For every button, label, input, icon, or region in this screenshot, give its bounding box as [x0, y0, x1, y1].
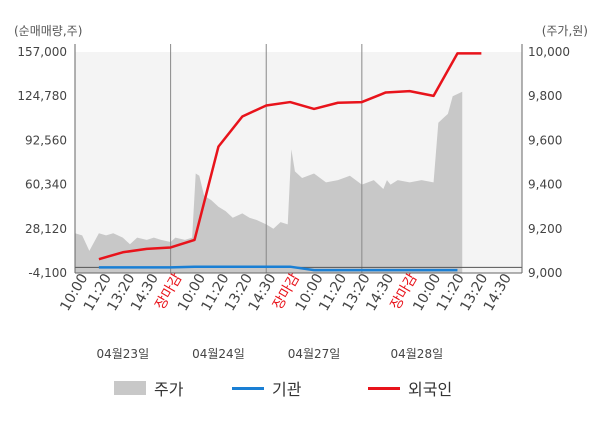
right-tick-label: 9,400 — [528, 178, 562, 192]
left-tick-label: 124,780 — [17, 89, 67, 103]
right-tick-label: 9,000 — [528, 266, 562, 280]
series-line-institution — [98, 265, 458, 272]
legend-label-institution: 기관 — [272, 380, 302, 399]
left-tick-label: 92,560 — [25, 133, 67, 147]
legend-item-foreign: 외국인 — [368, 376, 452, 400]
legend-label-foreign: 외국인 — [408, 380, 453, 399]
left-axis-unit: (순매매량,주) — [14, 24, 83, 38]
right-tick-label: 9,800 — [528, 89, 562, 103]
series-line-foreign — [98, 52, 482, 261]
date-label: 04월27일 — [288, 347, 341, 361]
right-tick-label: 9,200 — [528, 222, 562, 236]
right-tick-label: 9,600 — [528, 133, 562, 147]
left-tick-label: 60,340 — [25, 178, 67, 192]
right-tick-label: 10,000 — [528, 45, 570, 59]
right-axis-unit: (주가,원) — [541, 24, 588, 38]
legend-swatch-foreign — [368, 386, 400, 390]
left-tick-label: -4,100 — [28, 266, 67, 280]
legend-swatch-institution — [232, 386, 264, 390]
legend-item-institution: 기관 — [232, 376, 301, 400]
left-tick-label: 28,120 — [25, 222, 67, 236]
left-tick-label: 157,000 — [17, 45, 67, 59]
date-label: 04월28일 — [391, 347, 444, 361]
legend-label-price: 주가 — [154, 380, 184, 399]
series-area-price — [75, 91, 463, 273]
legend-swatch-price — [114, 381, 146, 395]
date-label: 04월24일 — [192, 347, 245, 361]
legend-item-price: 주가 — [114, 376, 183, 400]
date-label: 04월23일 — [96, 347, 149, 361]
